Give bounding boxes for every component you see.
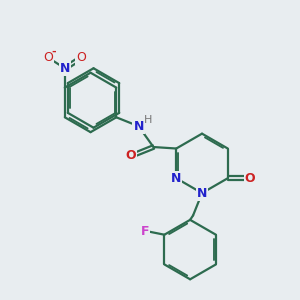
Text: N: N xyxy=(171,172,181,185)
Text: O: O xyxy=(126,149,136,162)
Text: H: H xyxy=(144,115,152,125)
Text: N: N xyxy=(197,187,207,200)
Text: N: N xyxy=(60,62,70,75)
Text: N: N xyxy=(134,120,144,133)
Text: O: O xyxy=(76,51,86,64)
Text: F: F xyxy=(141,225,149,238)
Text: -: - xyxy=(52,46,56,56)
Text: O: O xyxy=(44,51,53,64)
Text: O: O xyxy=(245,172,255,185)
